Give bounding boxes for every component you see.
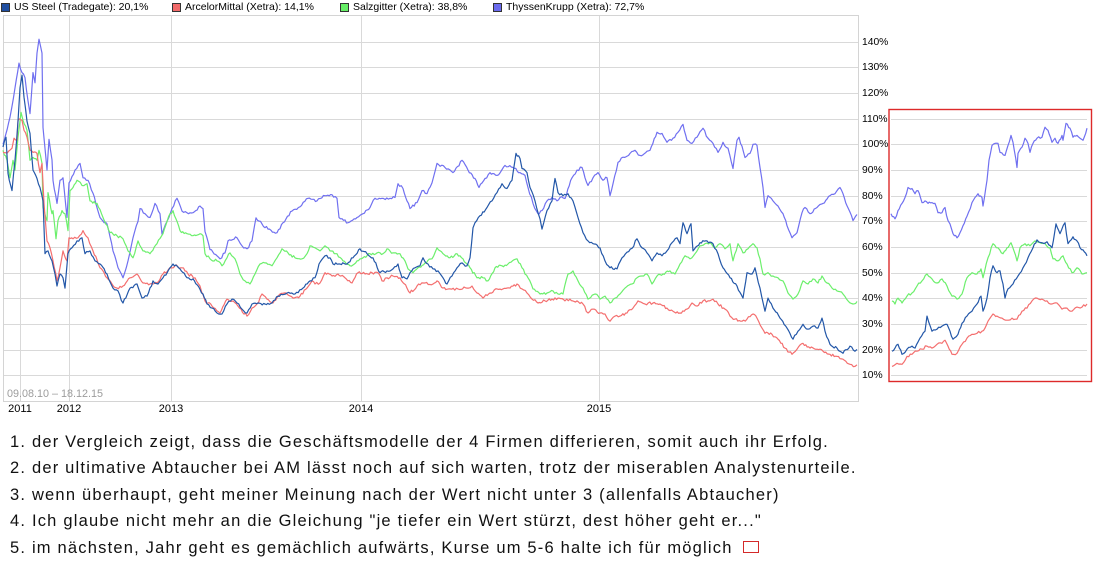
chart-legend: US Steel (Tradegate): 20,1% ArcelorMitta… [0, 0, 860, 14]
stock-comparison-chart [2, 15, 1093, 402]
y-axis-tick-label: 20% [862, 344, 883, 356]
y-axis-tick-label: 90% [862, 165, 883, 177]
series-line-salzgitter [2, 111, 858, 305]
note-item: 3. wenn überhaupt, geht meiner Meinung n… [10, 485, 780, 504]
legend-label: ThyssenKrupp (Xetra): 72,7% [506, 1, 645, 13]
legend-item-salzgitter: Salzgitter (Xetra): 38,8% [340, 1, 467, 13]
y-axis-tick-label: 140% [862, 36, 889, 48]
legend-label: Salzgitter (Xetra): 38,8% [353, 1, 468, 13]
inset-panel [888, 108, 1093, 383]
inset-series-line-us-steel [891, 222, 1088, 355]
y-axis-tick-label: 80% [862, 190, 883, 202]
x-axis-tick-label: 2014 [348, 403, 374, 415]
legend-item-us-steel: US Steel (Tradegate): 20,1% [1, 1, 148, 13]
legend-swatch-icon [172, 2, 181, 12]
y-axis-tick-label: 40% [862, 293, 883, 305]
y-axis-tick-label: 110% [862, 113, 888, 125]
inset-frame [888, 108, 1093, 383]
series-line-thyssenkrupp [2, 38, 858, 279]
y-axis-tick-label: 30% [862, 319, 883, 330]
note-item: 5. im nächsten, Jahr geht es gemächlich … [10, 538, 733, 557]
y-axis-tick-label: 70% [862, 216, 883, 228]
legend-label: US Steel (Tradegate): 20,1% [14, 1, 149, 13]
inset-series-line-salzgitter [891, 240, 1088, 305]
y-axis-tick-label: 50% [862, 267, 883, 279]
x-axis-tick-label: 2013 [158, 403, 184, 415]
x-axis-tick-label: 2011 [8, 403, 32, 415]
legend-label: ArcelorMittal (Xetra): 14,1% [185, 1, 314, 13]
y-axis-tick-label: 130% [862, 62, 889, 74]
legend-swatch-icon [340, 2, 349, 12]
inset-series-line-thyssenkrupp [890, 122, 1088, 239]
notes-list: 1. der Vergleich zeigt, dass die Geschäf… [10, 429, 857, 561]
legend-swatch-icon [1, 2, 10, 12]
legend-item-arcelormittal: ArcelorMittal (Xetra): 14,1% [172, 1, 314, 13]
legend-item-thyssenkrupp: ThyssenKrupp (Xetra): 72,7% [493, 1, 644, 13]
series-line-arcelormittal [2, 118, 858, 368]
y-axis-tick-label: 60% [862, 242, 883, 253]
x-axis-tick-label: 2012 [56, 403, 82, 415]
note-item: 4. Ich glaube nicht mehr an die Gleichun… [10, 512, 762, 531]
series-line-us-steel [2, 74, 858, 354]
y-axis-tick-label: 10% [862, 370, 883, 382]
y-axis-tick-label: 100% [862, 139, 889, 151]
legend-swatch-icon [493, 2, 502, 12]
red-marker-box [743, 541, 759, 553]
note-item: 2. der ultimative Abtaucher bei AM lässt… [10, 459, 857, 478]
plot-frame [3, 15, 859, 402]
main-plot-area [2, 15, 859, 402]
y-axis-tick-label: 120% [862, 88, 889, 100]
date-range-label: 09.08.10 – 18.12.15 [7, 388, 104, 400]
note-item: 1. der Vergleich zeigt, dass die Geschäf… [10, 433, 829, 451]
inset-series-line-arcelormittal [891, 297, 1088, 367]
x-axis-tick-label: 2015 [586, 403, 612, 415]
